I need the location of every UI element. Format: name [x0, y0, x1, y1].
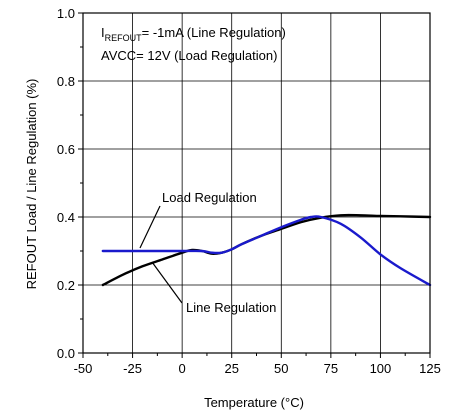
condition-line1-prefix: I: [101, 25, 105, 40]
x-axis-title: Temperature (°C): [204, 395, 304, 410]
tick-marks: [78, 12, 431, 358]
x-tick-label: -50: [74, 361, 93, 376]
y-tick-label: 0.8: [57, 74, 75, 89]
line-regulation-line: [101, 215, 432, 287]
grid-lines: [83, 13, 430, 353]
load-regulation-label: Load Regulation: [162, 190, 257, 205]
y-tick-label: 0.6: [57, 142, 75, 157]
x-tick-label: 75: [324, 361, 338, 376]
x-tick-labels: -50 -25 0 25 50 75 100 125: [74, 361, 441, 376]
x-tick-label: 125: [419, 361, 441, 376]
condition-line1: IREFOUT= -1mA (Line Regulation): [101, 25, 286, 43]
load-regulation-leader: [139, 205, 161, 249]
x-tick-label: -25: [123, 361, 142, 376]
y-tick-labels: 0.0 0.2 0.4 0.6 0.8 1.0: [57, 6, 75, 361]
series-layer: [101, 213, 432, 287]
y-axis-title: REFOUT Load / Line Regulation (%): [24, 79, 39, 290]
y-tick-label: 0.0: [57, 346, 75, 361]
y-tick-label: 0.4: [57, 210, 75, 225]
x-tick-label: 0: [179, 361, 186, 376]
x-tick-label: 100: [370, 361, 392, 376]
line-regulation-leader: [151, 261, 183, 304]
condition-line1-rest: = -1mA (Line Regulation): [142, 25, 286, 40]
x-tick-label: 50: [274, 361, 288, 376]
series-callouts: Load Regulation Line Regulation: [139, 190, 276, 315]
condition-line2: AVCC= 12V (Load Regulation): [101, 48, 277, 63]
x-tick-label: 25: [224, 361, 238, 376]
y-tick-label: 1.0: [57, 6, 75, 21]
condition-text: IREFOUT= -1mA (Line Regulation) AVCC= 12…: [101, 25, 286, 63]
condition-line1-sub: REFOUT: [105, 33, 143, 43]
line-regulation-label: Line Regulation: [186, 300, 276, 315]
y-tick-label: 0.2: [57, 278, 75, 293]
